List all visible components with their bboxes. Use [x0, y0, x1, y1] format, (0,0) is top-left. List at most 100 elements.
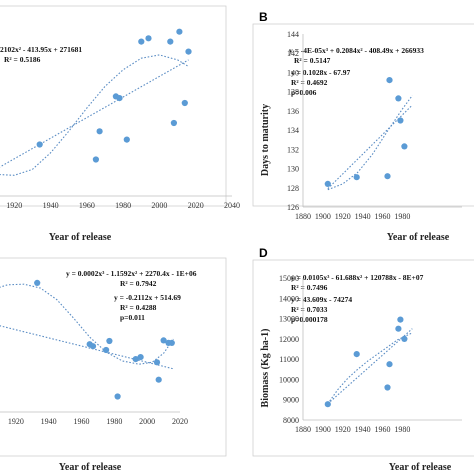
panel-d-frame — [252, 259, 474, 457]
panel-b-data-point — [384, 173, 391, 180]
panel-a-poly-r2: R² = 0.5186 — [4, 55, 41, 64]
panel-c-data-point — [114, 393, 121, 400]
panel-c-data-point — [168, 339, 175, 346]
panel-b-x-tick: 1900 — [315, 212, 331, 221]
panel-d-y-tick: 12000 — [279, 335, 299, 344]
panel-c-x-tick: 2000 — [139, 417, 155, 426]
panel-b-linear-p: p=0.006 — [291, 88, 317, 97]
panel-d-data-point — [324, 401, 331, 408]
panel-b-poly-equation: y = -4E-05x³ + 0.2084x² - 408.49x + 2669… — [289, 46, 424, 55]
panel-b-letter: B — [259, 10, 268, 24]
panel-a-x-tick: 1980 — [115, 201, 131, 210]
panel-c-linear-equation: y = -0.2112x + 514.69 — [114, 293, 181, 302]
panel-a-x-tick: 2000 — [151, 201, 167, 210]
panel-b-x-tick: 1980 — [394, 212, 410, 221]
panel-b-linear-r2: R² = 0.4692 — [291, 78, 328, 87]
panel-c-x-label: Year of release — [59, 462, 122, 473]
panel-b-data-point — [324, 180, 331, 187]
panel-a-data-point — [167, 38, 174, 45]
panel-d-x-label: Year of release — [389, 462, 452, 473]
panel-d-poly-equation: y = 0.0105x³ - 61.688x² + 120788x - 8E+0… — [291, 273, 424, 282]
panel-b-y-tick: 136 — [287, 107, 299, 116]
panel-d-data-point — [397, 316, 404, 323]
panel-c-x-tick: 1960 — [74, 417, 90, 426]
panel-c-poly-r2: R² = 0.7942 — [120, 279, 157, 288]
panel-d-x-tick: 1900 — [315, 425, 331, 434]
panel-c-data-point — [155, 376, 162, 383]
panel-c-data-point — [106, 337, 113, 345]
panel-d-linear-p: p=0.000178 — [291, 315, 328, 324]
panel-d-linear-r2: R² = 0.7033 — [291, 305, 328, 314]
panel-d-poly-r2: R² = 0.7496 — [291, 283, 328, 292]
panel-c-data-point — [132, 356, 139, 363]
panel-d-y-tick: 9000 — [283, 396, 299, 405]
panel-b-data-point — [395, 95, 402, 102]
panel-d-data-point — [395, 325, 402, 332]
panel-a-data-point — [185, 48, 192, 55]
panel-b-data-point — [397, 117, 404, 124]
panel-d-x-tick: 1920 — [335, 425, 351, 434]
panel-b-y-tick: 142 — [287, 49, 299, 58]
panel-d-x-tick: 1880 — [295, 425, 311, 434]
panel-b-y-tick: 130 — [287, 165, 299, 174]
panel-a-x-label: Year of release — [49, 232, 112, 243]
panel-b-frame — [252, 23, 474, 207]
panel-a-frame — [0, 5, 227, 207]
panel-a-x-tick: 1920 — [6, 201, 22, 210]
panel-d-data-point — [353, 351, 360, 358]
panel-d-x-tick: 1960 — [375, 425, 391, 434]
panel-d-y-label: Biomass (Kg ha-1) — [260, 329, 271, 408]
panel-b-data-point — [386, 77, 393, 84]
panel-d-y-tick: 10000 — [279, 375, 299, 384]
panel-a-x-tick: 2020 — [188, 201, 204, 210]
panel-a-data-point — [145, 35, 152, 42]
panel-d-data-point — [386, 361, 393, 368]
panel-d-x-tick: 1980 — [394, 425, 410, 434]
panel-c-data-point — [89, 343, 97, 350]
panel-c-x-tick: 1920 — [8, 417, 24, 426]
panel-a-data-point — [123, 136, 130, 143]
panel-b-poly-r2: R² = 0.5147 — [294, 56, 331, 65]
panel-d: D y = 0.0105x³ - 61.688x² + 120788x - 8E… — [252, 246, 474, 473]
panel-a-data-point — [96, 128, 103, 135]
panel-a-linear-trendline — [0, 59, 189, 168]
panel-d-linear-equation: y = 43.609x - 74274 — [291, 295, 352, 304]
panel-b-y-tick: 132 — [287, 145, 299, 154]
panel-c-x-tick: 1940 — [41, 417, 57, 426]
panel-c-x-tick: 1980 — [106, 417, 122, 426]
panel-a-data-point — [181, 99, 188, 107]
panel-b-x-tick: 1940 — [355, 212, 371, 221]
panel-c-linear-p: p=0.011 — [120, 313, 145, 322]
panel-c-data-point — [34, 279, 41, 286]
panel-d-y-tick: 15000 — [279, 274, 299, 283]
panel-b-y-tick: 140 — [287, 68, 299, 77]
panel-b-y-tick: 126 — [287, 203, 299, 212]
panel-b-y-tick: 144 — [287, 30, 299, 39]
panel-c-x-tick: 2020 — [172, 417, 188, 426]
panel-d-data-point — [401, 335, 408, 342]
panel-b-y-tick: 134 — [287, 126, 299, 135]
panel-c-linear-r2: R² = 0.4288 — [120, 303, 157, 312]
panel-b-data-point — [401, 143, 408, 150]
panel-d-y-tick: 13000 — [279, 315, 299, 324]
panel-a-data-point — [176, 28, 183, 35]
panel-a-x-tick: 2040 — [224, 201, 240, 210]
panel-b-x-tick: 1960 — [375, 212, 391, 221]
panel-d-data-point — [384, 384, 391, 391]
panel-a-data-point — [170, 119, 177, 127]
panel-b-poly3-trendline — [327, 95, 413, 191]
panel-d-y-tick: 8000 — [283, 416, 299, 425]
panel-c-data-point — [160, 337, 167, 344]
panel-a-data-point — [36, 141, 43, 148]
panel-c-poly-equation: y = 0.0002x³ - 1.1592x² + 2270.4x - 1E+0… — [66, 269, 197, 278]
panel-a-data-point — [92, 156, 99, 163]
panel-a-data-point — [138, 38, 145, 45]
panel-a-poly-equation: 2102x² - 413.95x + 271681 — [0, 45, 82, 54]
panel-c-data-point — [153, 359, 161, 366]
panel-b: B y = -4E-05x³ + 0.2084x² - 408.49x + 26… — [252, 10, 474, 243]
panel-b-y-tick: 128 — [287, 184, 299, 193]
panel-a-x-tick: 1940 — [43, 201, 59, 210]
panel-d-letter: D — [259, 246, 268, 260]
panel-d-y-tick: 14000 — [279, 294, 299, 303]
